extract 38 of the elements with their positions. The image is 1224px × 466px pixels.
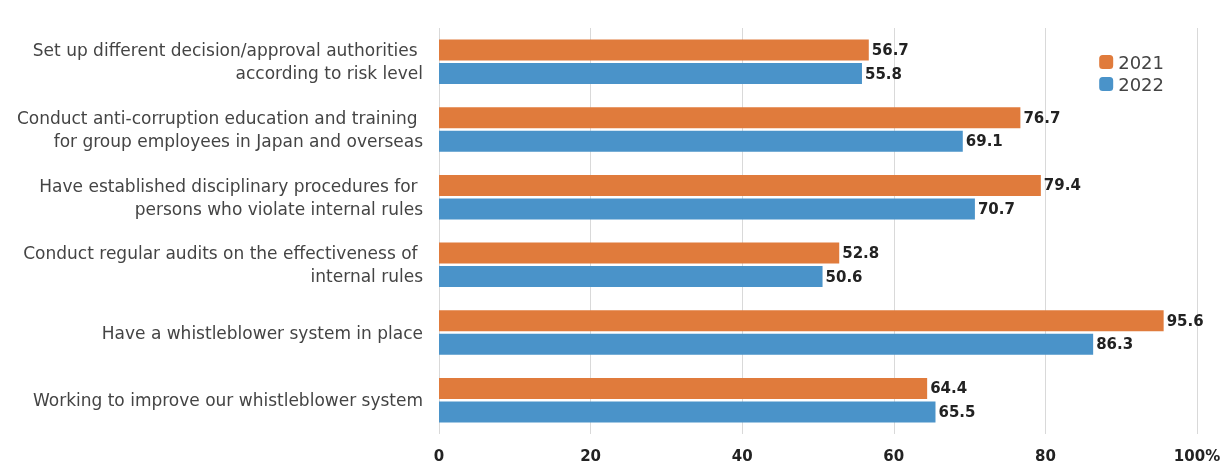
x-tick-label: 40 [731,446,753,465]
bar [439,198,975,220]
data-label: 79.4 [1043,176,1081,195]
data-label: 55.8 [864,64,902,83]
bar [439,174,1041,196]
data-label: 69.1 [965,132,1003,151]
x-tick-label: 100% [1173,446,1221,465]
bar [439,242,840,264]
y-tick-label: Have established disciplinary procedures for persons who violate internal rules [39,175,424,219]
x-tick-label: 60 [883,446,905,465]
bar [439,39,869,61]
data-label: 50.6 [825,267,863,286]
y-tick-label: Conduct anti-corruption education and training for group employees in Japan and overseas [16,108,424,151]
y-tick-label: Set up different decision/approval authorities according to risk level [32,40,423,84]
bar [439,107,1021,129]
bar [439,266,823,288]
data-label: 64.4 [930,379,968,398]
bar [439,63,862,85]
bar [439,401,936,423]
bar [439,130,963,152]
legend-label: 2022 [1118,73,1164,95]
bar [439,377,928,399]
bar [439,333,1094,355]
y-tick-label: Have a whistleblower system in place [101,322,423,343]
x-tick-label: 0 [433,446,445,465]
x-tick-label: 20 [580,446,602,465]
data-label: 65.5 [938,402,976,421]
data-label: 52.8 [842,244,880,263]
data-label: 70.7 [977,199,1015,218]
bar [439,310,1164,332]
y-tick-label: Working to improve our whistleblower system [32,390,423,411]
y-tick-label: Conduct regular audits on the effectiveness of internal rules [23,243,424,287]
legend-label: 2021 [1118,51,1164,73]
x-tick-label: 80 [1034,446,1056,465]
data-label: 56.7 [871,41,909,60]
data-label: 95.6 [1166,311,1204,330]
data-label: 76.7 [1023,108,1061,127]
data-label: 86.3 [1096,335,1134,354]
